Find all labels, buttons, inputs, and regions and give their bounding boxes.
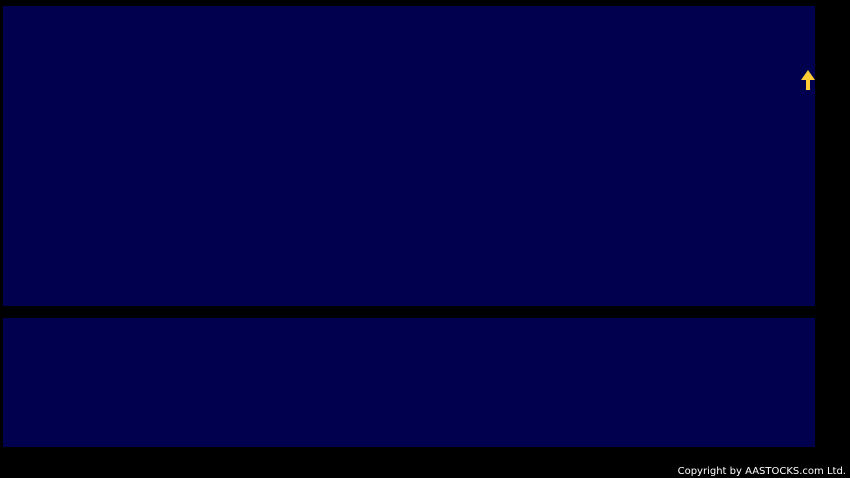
price-panel: [3, 6, 815, 306]
indicator-arrow: [801, 70, 815, 90]
copyright: Copyright by AASTOCKS.com Ltd.: [678, 466, 846, 477]
volume-panel: [3, 318, 815, 447]
